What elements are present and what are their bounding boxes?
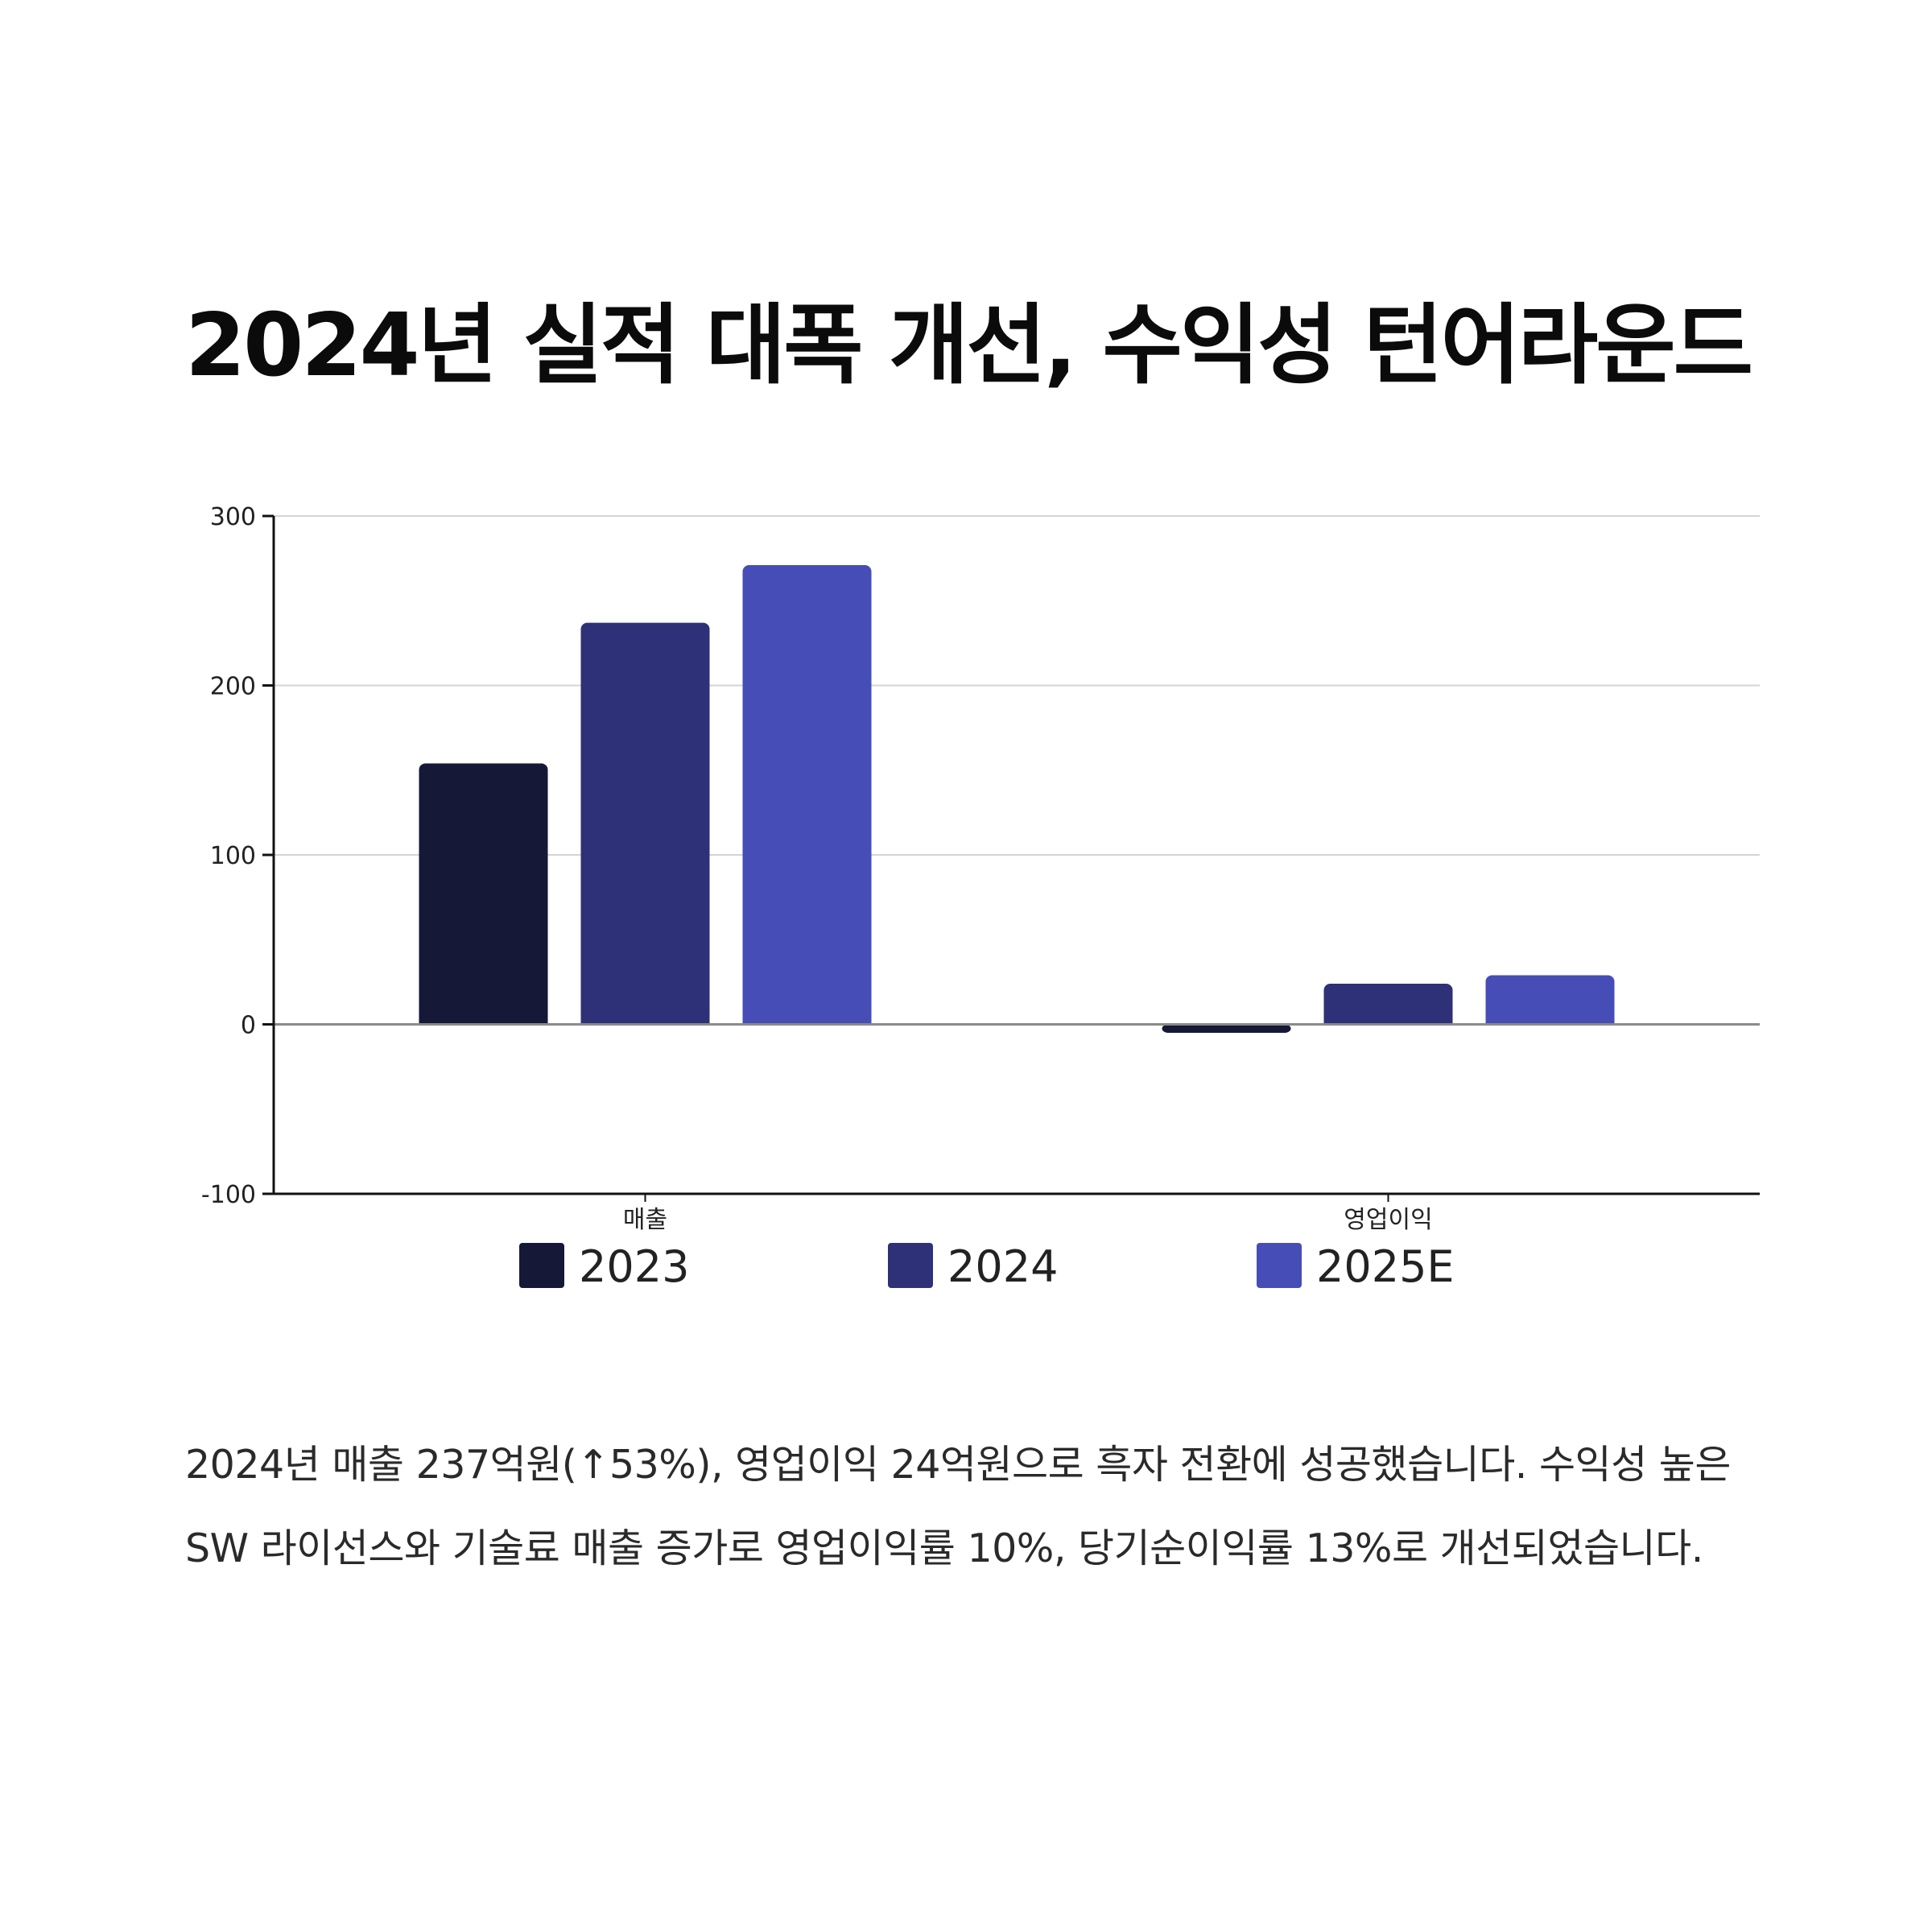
bar-1-2 (1485, 975, 1615, 1025)
legend-label: 2024 (947, 1241, 1058, 1292)
bars (419, 565, 1615, 1034)
y-tick-label: 100 (210, 842, 256, 870)
y-tick-label: -100 (201, 1181, 256, 1209)
description-text: 2024년 매출 237억원(↑53%), 영업이익 24억원으로 흑자 전환에… (185, 1442, 1731, 1571)
bar-base (1323, 1018, 1453, 1025)
y-tick-label: 300 (210, 503, 256, 531)
x-category-label: 영업이익 (1344, 1206, 1432, 1234)
legend-swatch (519, 1243, 564, 1288)
bar-1-1 (1323, 983, 1453, 1025)
axes: -100 0 100 200 300 매출 영업이익 (201, 503, 1760, 1234)
bar-base (580, 1018, 710, 1025)
bar-base (1485, 1018, 1615, 1025)
bar-chart: -100 0 100 200 300 매출 영업이익 2023 2024 2025E (201, 503, 1760, 1292)
bar-0-0 (419, 763, 548, 1025)
legend-swatch (888, 1243, 933, 1288)
page-title: 2024년 실적 대폭 개선, 수익성 턴어라운드 (185, 295, 1753, 396)
x-category-label: 매출 (623, 1206, 667, 1234)
bar-base (419, 1018, 548, 1025)
legend-label: 2025E (1316, 1241, 1455, 1292)
legend-label: 2023 (579, 1241, 689, 1292)
legend-item-2023: 2023 (519, 1241, 689, 1292)
bar-0-1 (580, 622, 710, 1025)
y-tick-label: 200 (210, 673, 256, 701)
legend: 2023 2024 2025E (519, 1241, 1455, 1292)
bar-0-2 (742, 565, 872, 1025)
legend-item-2024: 2024 (888, 1241, 1058, 1292)
bar-base (742, 1018, 872, 1025)
legend-swatch (1257, 1243, 1302, 1288)
bar-1-0 (1162, 1024, 1291, 1034)
y-tick-label: 0 (241, 1012, 256, 1040)
legend-item-2025E: 2025E (1257, 1241, 1455, 1292)
